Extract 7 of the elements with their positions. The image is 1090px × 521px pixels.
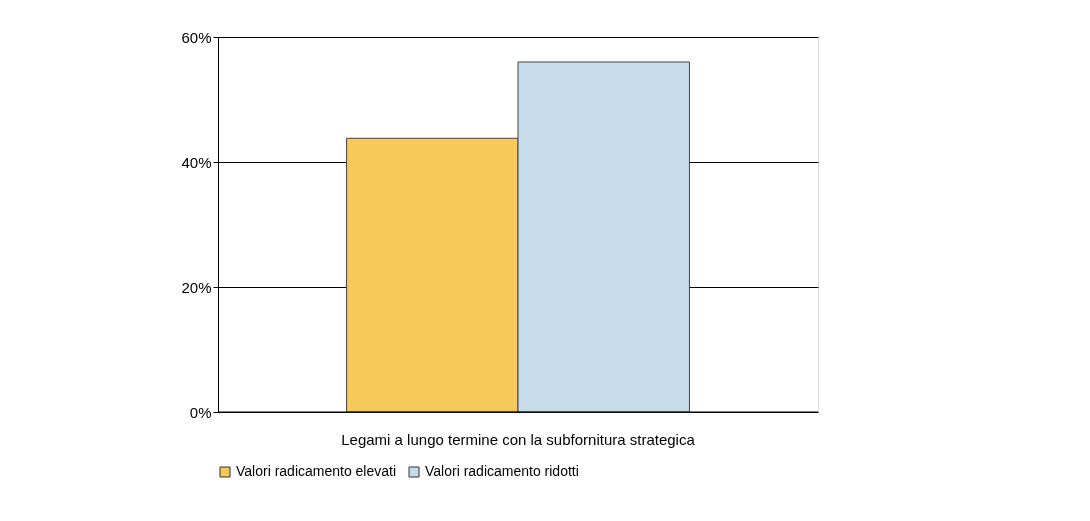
y-tick-label: 40%	[181, 153, 212, 171]
y-tick-label: 0%	[189, 403, 212, 421]
legend-label: Valori radicamento ridotti	[425, 463, 579, 479]
legend-label: Valori radicamento elevati	[236, 463, 397, 479]
y-tick-label: 60%	[181, 28, 212, 46]
x-tick-label: Legami a lungo termine con la subfornitura strategica	[341, 430, 696, 448]
y-tick-label: 20%	[181, 278, 212, 296]
